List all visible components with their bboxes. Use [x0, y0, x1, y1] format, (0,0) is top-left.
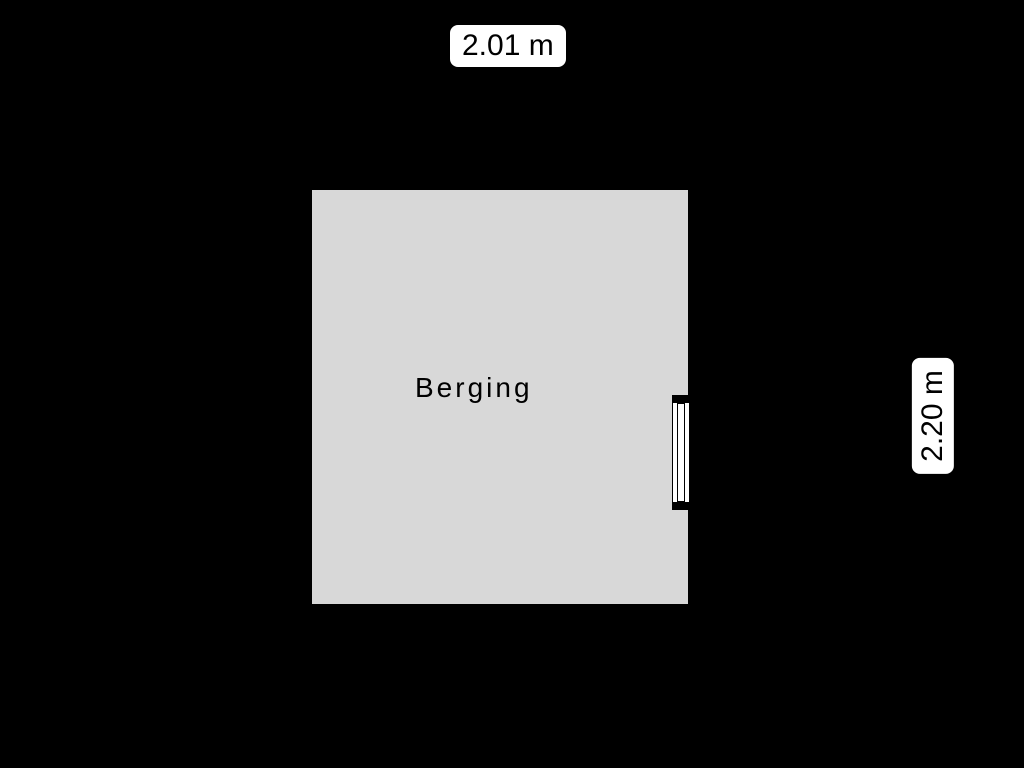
door-cap-bottom [672, 502, 690, 510]
dimension-height-label: 2.20 m [912, 358, 954, 474]
door-cap-top [672, 395, 690, 403]
room-label: Berging [415, 372, 533, 404]
dimension-width-label: 2.01 m [450, 25, 566, 67]
door-inner-line [677, 403, 685, 502]
